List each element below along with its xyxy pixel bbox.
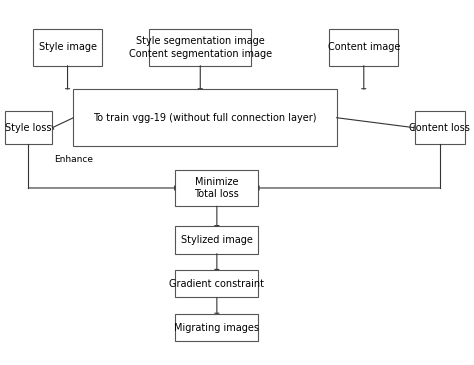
Text: Content loss: Content loss <box>409 123 470 133</box>
Text: Gradient constraint: Gradient constraint <box>169 279 264 289</box>
Bar <box>415 111 465 144</box>
Bar <box>5 111 52 144</box>
Text: Style loss: Style loss <box>5 123 52 133</box>
Bar <box>33 29 102 66</box>
Text: Stylized image: Stylized image <box>181 235 253 245</box>
Bar <box>175 314 258 341</box>
Bar <box>149 29 251 66</box>
Bar <box>329 29 398 66</box>
Text: Style image: Style image <box>38 42 97 53</box>
Text: Style segmentation image
Content segmentation image: Style segmentation image Content segment… <box>129 36 272 59</box>
Text: Content image: Content image <box>328 42 400 53</box>
Bar <box>175 270 258 297</box>
Bar <box>73 89 337 146</box>
Text: Migrating images: Migrating images <box>174 323 259 333</box>
Text: To train vgg-19 (without full connection layer): To train vgg-19 (without full connection… <box>93 113 317 123</box>
Bar <box>175 170 258 206</box>
Text: Minimize
Total loss: Minimize Total loss <box>194 177 239 199</box>
Bar <box>175 226 258 254</box>
Text: Enhance: Enhance <box>55 155 93 164</box>
